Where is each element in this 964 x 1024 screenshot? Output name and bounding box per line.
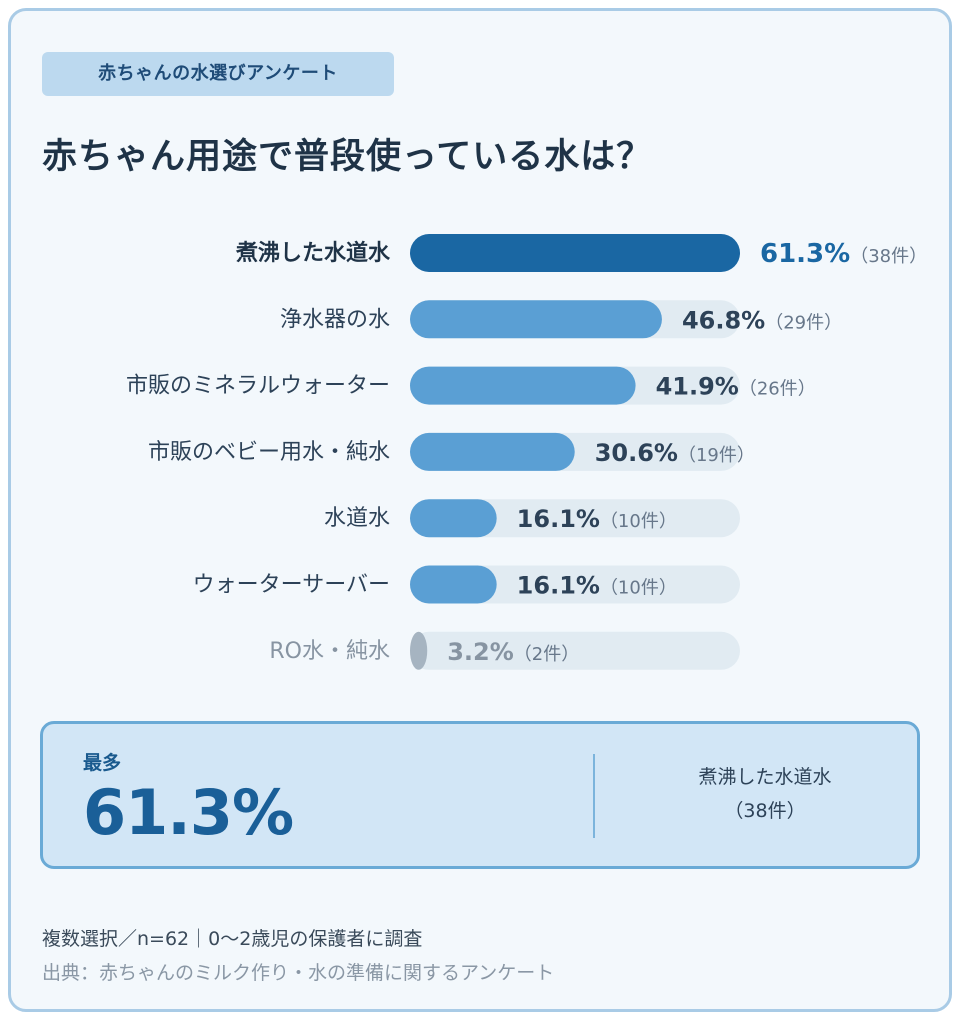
bar <box>410 432 575 471</box>
survey-source: 出典：赤ちゃんのミルク作り・水の準備に関するアンケート <box>42 962 555 984</box>
value-count: （26件） <box>739 379 816 400</box>
summary-count: （38件） <box>724 800 806 822</box>
summary-box: 最多 61.3% 煮沸した水道水 （38件） <box>40 721 920 869</box>
value-count: （38件） <box>850 246 927 267</box>
value-percent: 16.1% <box>517 505 600 533</box>
value-label: 61.3%（38件） <box>760 239 927 269</box>
value-label: 3.2%（2件） <box>447 638 579 666</box>
category-label: RO水・純水 <box>269 639 390 664</box>
bar <box>410 565 497 604</box>
value-label: 30.6%（19件） <box>595 439 755 467</box>
bar-chart: 煮沸した水道水 61.3%（38件） 浄水器の水 46.8%（29件） 市販のミネラルウ… <box>126 234 927 670</box>
value-percent: 41.9% <box>656 373 739 401</box>
summary-value: 61.3% <box>83 776 294 849</box>
category-label: 浄水器の水 <box>280 307 390 332</box>
value-count: （10件） <box>600 511 677 532</box>
bar <box>410 631 428 670</box>
category-label: 水道水 <box>324 506 390 531</box>
value-count: （2件） <box>514 644 579 665</box>
category-label: 煮沸した水道水 <box>235 240 391 266</box>
summary-divider <box>593 754 595 838</box>
bar <box>410 499 497 538</box>
value-label: 16.1%（10件） <box>517 505 677 533</box>
summary-label: 最多 <box>83 752 122 774</box>
survey-note: 複数選択／n=62｜0〜2歳児の保護者に調査 <box>42 928 423 950</box>
value-percent: 3.2% <box>447 638 514 666</box>
value-count: （19件） <box>678 445 755 466</box>
value-percent: 46.8% <box>682 306 765 334</box>
value-label: 16.1%（10件） <box>517 572 677 600</box>
category-label: ウォーターサーバー <box>193 573 390 598</box>
value-count: （29件） <box>765 312 842 333</box>
bar-track <box>410 631 740 670</box>
category-label: 市販のベビー用水・純水 <box>148 440 390 465</box>
value-label: 46.8%（29件） <box>682 306 842 334</box>
bar <box>410 234 740 272</box>
value-percent: 16.1% <box>517 572 600 600</box>
value-label: 41.9%（26件） <box>656 373 816 401</box>
chart-title: 赤ちゃん用途で普段使っている水は？ <box>42 137 653 177</box>
value-count: （10件） <box>600 578 677 599</box>
bar <box>410 366 636 405</box>
bar <box>410 300 662 339</box>
value-percent: 61.3% <box>760 239 850 269</box>
category-label: 市販のミネラルウォーター <box>126 374 390 399</box>
value-percent: 30.6% <box>595 439 678 467</box>
survey-tag: 赤ちゃんの水選びアンケート <box>42 52 394 96</box>
summary-name: 煮沸した水道水 <box>698 766 832 788</box>
